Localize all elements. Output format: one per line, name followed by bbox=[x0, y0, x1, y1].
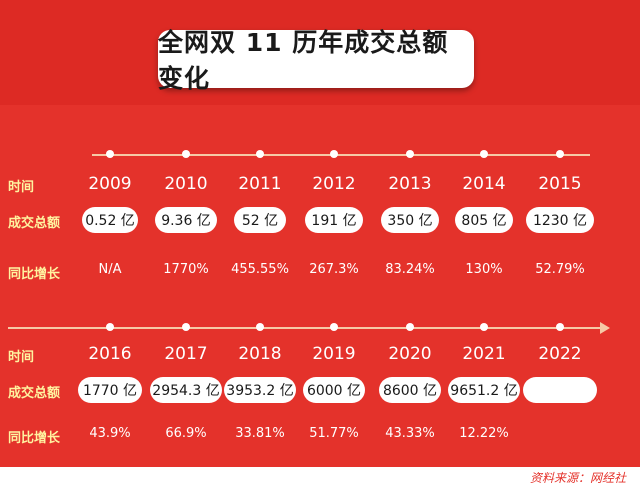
timeline-line-arrow bbox=[8, 327, 602, 329]
growth-value: 43.9% bbox=[89, 426, 131, 441]
growth-value: N/A bbox=[98, 262, 122, 277]
year-label: 2019 bbox=[312, 344, 356, 364]
total-value-pill: 191 亿 bbox=[305, 207, 363, 233]
timeline-dot bbox=[256, 150, 264, 158]
year-label: 2015 bbox=[538, 174, 582, 194]
timeline-line bbox=[92, 154, 590, 156]
total-value-pill: 3953.2 亿 bbox=[224, 377, 296, 403]
growth-value: 12.22% bbox=[459, 426, 509, 441]
total-value-pill bbox=[523, 377, 597, 403]
timeline-dot bbox=[182, 323, 190, 331]
year-label: 2017 bbox=[164, 344, 208, 364]
growth-value: 1770% bbox=[163, 262, 209, 277]
growth-value: 83.24% bbox=[385, 262, 435, 277]
total-value-pill: 9651.2 亿 bbox=[448, 377, 520, 403]
total-value-pill: 9.36 亿 bbox=[155, 207, 217, 233]
timeline-dot bbox=[556, 150, 564, 158]
year-label: 2021 bbox=[462, 344, 506, 364]
growth-value: 33.81% bbox=[235, 426, 285, 441]
row-label-time: 时间 bbox=[8, 180, 35, 195]
total-value-pill: 1770 亿 bbox=[78, 377, 142, 403]
growth-value: 455.55% bbox=[231, 262, 289, 277]
chart-title: 全网双 11 历年成交总额变化 bbox=[158, 28, 474, 93]
total-value-pill: 805 亿 bbox=[455, 207, 513, 233]
growth-value: 267.3% bbox=[309, 262, 359, 277]
row-label-total: 成交总额 bbox=[8, 216, 61, 231]
timeline-dot bbox=[106, 150, 114, 158]
source-note: 资料来源：网经社 bbox=[529, 471, 626, 485]
arrow-head-icon bbox=[600, 322, 610, 334]
timeline-dot bbox=[182, 150, 190, 158]
year-label: 2010 bbox=[164, 174, 208, 194]
total-value-pill: 52 亿 bbox=[234, 207, 286, 233]
timeline-dot bbox=[330, 150, 338, 158]
total-value-pill: 8600 亿 bbox=[379, 377, 441, 403]
total-value-pill: 350 亿 bbox=[381, 207, 439, 233]
timeline-dot bbox=[556, 323, 564, 331]
year-label: 2018 bbox=[238, 344, 282, 364]
year-label: 2014 bbox=[462, 174, 506, 194]
row-label-total: 成交总额 bbox=[8, 386, 61, 401]
timeline-dot bbox=[106, 323, 114, 331]
year-label: 2009 bbox=[88, 174, 132, 194]
total-value-pill: 6000 亿 bbox=[303, 377, 365, 403]
total-value-pill: 2954.3 亿 bbox=[150, 377, 222, 403]
timeline-dot bbox=[256, 323, 264, 331]
year-label: 2012 bbox=[312, 174, 356, 194]
row-label-growth: 同比增长 bbox=[8, 267, 61, 282]
growth-value: 51.77% bbox=[309, 426, 359, 441]
row-label-growth: 同比增长 bbox=[8, 431, 61, 446]
row-label-time: 时间 bbox=[8, 350, 35, 365]
total-value-pill: 1230 亿 bbox=[526, 207, 594, 233]
year-label: 2016 bbox=[88, 344, 132, 364]
growth-value: 130% bbox=[465, 262, 503, 277]
timeline-dot bbox=[480, 323, 488, 331]
year-label: 2020 bbox=[388, 344, 432, 364]
year-label: 2011 bbox=[238, 174, 282, 194]
timeline-dot bbox=[406, 323, 414, 331]
timeline-dot bbox=[330, 323, 338, 331]
timeline-dot bbox=[480, 150, 488, 158]
growth-value: 66.9% bbox=[165, 426, 207, 441]
growth-value: 43.33% bbox=[385, 426, 435, 441]
timeline-dot bbox=[406, 150, 414, 158]
year-label: 2013 bbox=[388, 174, 432, 194]
total-value-pill: 0.52 亿 bbox=[82, 207, 138, 233]
year-label: 2022 bbox=[538, 344, 582, 364]
growth-value: 52.79% bbox=[535, 262, 585, 277]
